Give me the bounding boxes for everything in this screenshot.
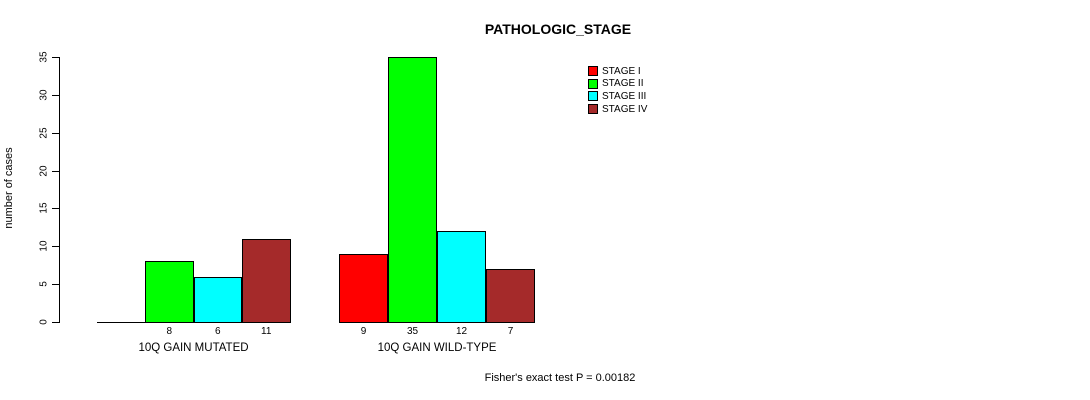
bar-value-label: 35 [406, 326, 419, 337]
legend-label: STAGE I [602, 65, 641, 77]
bar-value-label: 12 [455, 326, 468, 337]
legend-item: STAGE IV [588, 103, 647, 115]
y-tick-label: 35 [38, 51, 50, 63]
legend-label: STAGE III [602, 90, 647, 102]
bar-value-label: 7 [507, 326, 514, 337]
y-tick-label: 0 [38, 319, 50, 325]
y-tick-mark [52, 208, 59, 210]
bar-value-label: 6 [214, 326, 221, 337]
bar-stage-iv [242, 239, 291, 323]
y-tick-label: 10 [38, 240, 50, 252]
y-tick-mark [52, 322, 59, 323]
legend-swatch-stage-ii [588, 78, 598, 89]
bar-value-label: 8 [166, 326, 173, 337]
y-axis-label: number of cases [3, 147, 15, 229]
legend-swatch-stage-i [588, 66, 598, 76]
y-tick-mark [52, 94, 59, 96]
legend-swatch-stage-iii [588, 91, 598, 102]
y-tick-mark [52, 246, 59, 248]
bar-value-label: 11 [261, 326, 272, 337]
legend-item: STAGE I [588, 65, 641, 77]
legend-label: STAGE IV [602, 103, 648, 115]
legend-item: STAGE II [588, 78, 644, 90]
bar-stage-ii [145, 261, 194, 323]
y-tick-mark [52, 132, 59, 134]
y-tick-mark [52, 170, 59, 172]
chart-title: PATHOLOGIC_STAGE [484, 21, 632, 37]
y-tick-label: 5 [38, 281, 50, 287]
y-tick-label: 20 [38, 165, 50, 177]
y-tick-label: 30 [38, 89, 50, 101]
y-tick-mark [52, 57, 59, 58]
y-tick-mark [52, 284, 59, 286]
bar-stage-iv [486, 269, 535, 323]
category-label: 10Q GAIN WILD-TYPE [377, 342, 497, 354]
bar-stage-i [339, 254, 388, 323]
annotation-text: Fisher's exact test P = 0.00182 [484, 372, 636, 384]
y-tick-label: 25 [38, 127, 50, 139]
bar-value-label: 9 [360, 326, 367, 337]
bar-stage-iii [193, 277, 242, 323]
bar-stage-iii [437, 231, 486, 323]
legend-item: STAGE III [588, 90, 646, 102]
legend-label: STAGE II [602, 78, 644, 90]
bar-stage-ii [388, 57, 437, 323]
y-axis-line [59, 57, 60, 323]
category-label: 10Q GAIN MUTATED [138, 342, 249, 354]
y-tick-label: 15 [38, 202, 50, 214]
legend-swatch-stage-iv [588, 104, 598, 115]
